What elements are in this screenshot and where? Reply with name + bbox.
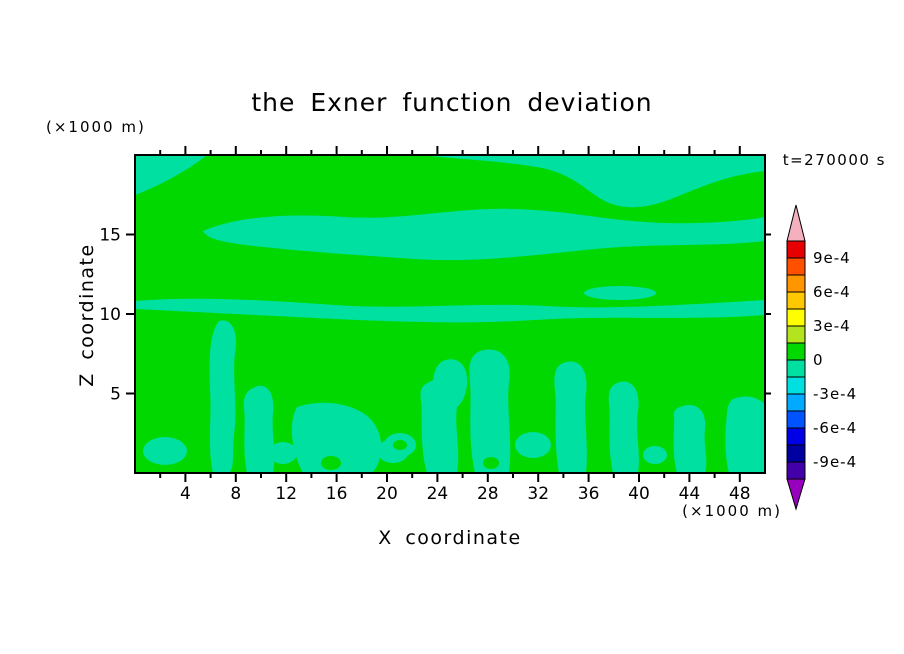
negative-level-region — [209, 320, 237, 473]
negative-level-region — [269, 442, 297, 464]
colorbar-segment — [786, 359, 806, 378]
negative-level-region — [673, 405, 707, 473]
y-tick-label: 10 — [99, 305, 121, 325]
colorbar-top-arrow — [786, 204, 806, 242]
x-tick-label: 8 — [230, 484, 241, 504]
negative-level-region — [515, 432, 551, 458]
positive-level-hole — [393, 440, 407, 450]
colorbar-segment — [786, 240, 806, 259]
colorbar-bottom-arrow — [786, 478, 806, 511]
colorbar-segment — [786, 376, 806, 395]
colorbar-segment — [786, 427, 806, 446]
colorbar-segment — [786, 461, 806, 480]
y-axis-title: Z coordinate — [76, 243, 98, 387]
colorbar-label: 3e-4 — [813, 317, 851, 335]
colorbar-label: 6e-4 — [813, 283, 851, 301]
chart-title: the Exner function deviation — [251, 88, 653, 117]
positive-level-hole — [321, 456, 341, 470]
colorbar-segment — [786, 325, 806, 344]
negative-level-region — [432, 359, 468, 410]
colorbar-segment — [786, 444, 806, 463]
colorbar-segment — [786, 393, 806, 412]
x-tick-label: 20 — [376, 484, 398, 504]
colorbar-label: 0 — [813, 351, 824, 369]
negative-level-region — [725, 396, 765, 473]
x-tick-label: 24 — [427, 484, 449, 504]
time-annotation: t=270000 s — [782, 151, 886, 169]
x-tick-label: 40 — [628, 484, 650, 504]
negative-level-region — [643, 446, 667, 464]
colorbar-segment — [786, 342, 806, 361]
negative-level-region — [584, 286, 656, 300]
x-tick-label: 16 — [326, 484, 348, 504]
y-tick-label: 5 — [110, 385, 121, 405]
negative-level-region — [291, 402, 382, 473]
positive-level-hole — [483, 457, 499, 469]
colorbar-segment — [786, 257, 806, 276]
colorbar-label: 9e-4 — [813, 249, 851, 267]
negative-level-region — [469, 349, 511, 473]
x-tick-label: 44 — [679, 484, 701, 504]
x-tick-label: 48 — [729, 484, 751, 504]
negative-level-region — [608, 381, 639, 473]
colorbar-segment — [786, 410, 806, 429]
x-tick-label: 4 — [180, 484, 191, 504]
x-axis-title: X coordinate — [378, 527, 522, 549]
colorbar-label: -3e-4 — [813, 385, 857, 403]
colorbar-label: -6e-4 — [813, 419, 857, 437]
x-tick-label: 12 — [275, 484, 297, 504]
negative-level-region — [243, 385, 275, 473]
colorbar-segment — [786, 291, 806, 310]
y-tick-label: 15 — [99, 226, 121, 246]
x-tick-label: 36 — [578, 484, 600, 504]
colorbar-segment — [786, 308, 806, 327]
negative-level-region — [420, 155, 765, 208]
y-axis-units-label: (×1000 m) — [46, 118, 146, 136]
negative-level-region — [143, 437, 187, 465]
negative-level-region — [135, 298, 765, 323]
negative-level-region — [135, 155, 207, 195]
contour-field — [135, 155, 765, 473]
colorbar-label: -9e-4 — [813, 453, 857, 471]
negative-level-region — [203, 208, 765, 261]
colorbar-segment — [786, 274, 806, 293]
x-tick-label: 28 — [477, 484, 499, 504]
x-tick-label: 32 — [527, 484, 549, 504]
negative-level-region — [554, 361, 587, 473]
x-axis-units-label: (×1000 m) — [682, 502, 782, 520]
